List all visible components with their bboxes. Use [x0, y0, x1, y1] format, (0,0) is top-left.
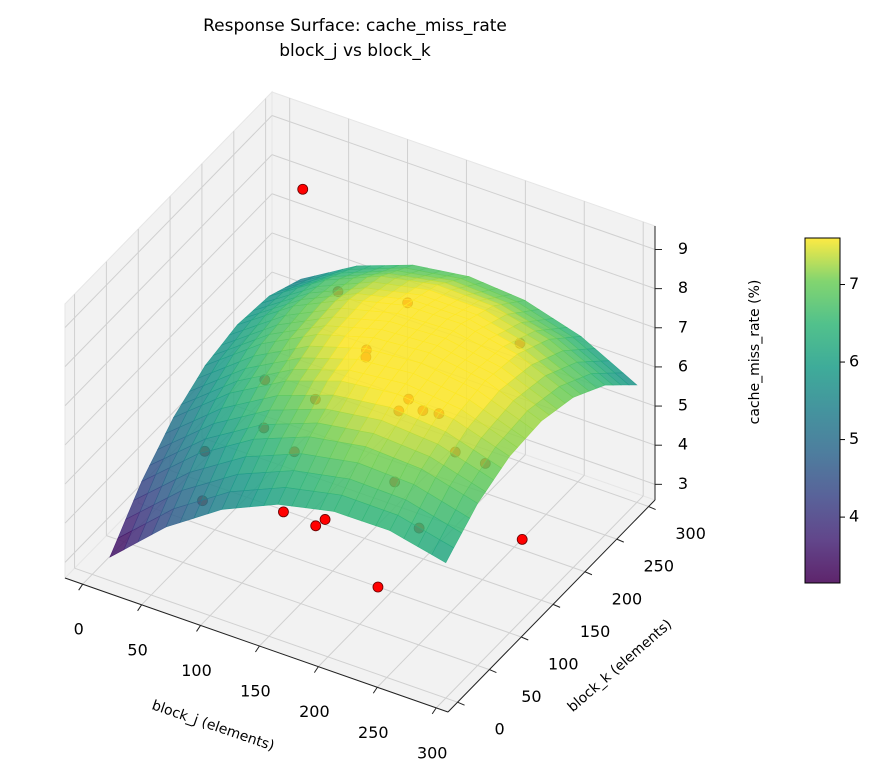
y-tick: [552, 603, 561, 608]
scatter-point: [319, 514, 331, 525]
z-tick-label: 7: [678, 317, 688, 336]
y-axis-line: [447, 499, 656, 713]
y-tick-label: 50: [521, 687, 541, 706]
grid-line: [64, 232, 273, 446]
x-tick: [196, 625, 201, 632]
colorbar-tick-label: 4: [849, 507, 859, 526]
x-tick-label: 100: [181, 661, 212, 680]
x-tick: [255, 645, 260, 653]
y-tick: [584, 571, 593, 576]
grid-line: [64, 271, 273, 485]
x-tick: [372, 686, 378, 694]
x-tick-label: 150: [240, 682, 271, 701]
grid-line: [318, 454, 526, 667]
scatter-point: [516, 533, 528, 545]
x-axis-line: [64, 577, 449, 713]
grid-line: [271, 154, 656, 290]
z-tick-label: 3: [678, 474, 688, 493]
z-tick-label: 9: [678, 239, 688, 258]
x-axis-label: block_j (elements): [150, 698, 277, 755]
x-tick-label: 300: [417, 743, 448, 762]
scatter-point: [297, 183, 309, 195]
y-tick-label: 150: [580, 622, 611, 641]
x-tick: [313, 666, 319, 673]
scatter-point: [278, 506, 289, 518]
y-tick: [616, 538, 624, 543]
x-tick: [78, 583, 84, 591]
grid-line: [64, 154, 273, 367]
x-tick-label: 0: [74, 620, 84, 639]
x-tick-label: 250: [358, 723, 389, 742]
z-tick-label: 5: [678, 396, 688, 415]
colorbar-tick-label: 7: [849, 274, 859, 293]
grid-line: [271, 115, 656, 250]
grid-line: [435, 495, 644, 709]
z-axis-label: cache_miss_rate (%): [747, 280, 763, 425]
z-tick-label: 8: [678, 278, 688, 297]
grid-line: [376, 474, 585, 688]
surface-patch: [431, 539, 455, 564]
y-tick: [489, 669, 497, 674]
scatter-point: [372, 581, 384, 593]
chart-subtitle: block_j vs block_k: [279, 41, 431, 61]
y-tick-label: 250: [644, 557, 675, 576]
grid-line: [64, 193, 273, 407]
colorbar-tick-label: 6: [849, 352, 859, 371]
z-tick-label: 6: [678, 356, 688, 375]
grid-line: [74, 567, 458, 703]
y-tick-label: 100: [548, 654, 579, 673]
scatter-point: [310, 520, 322, 532]
colorbar-tick-label: 5: [849, 429, 859, 448]
chart-title: Response Surface: cache_miss_rate: [203, 16, 507, 36]
x-tick-label: 200: [299, 702, 330, 721]
y-tick: [521, 636, 529, 641]
grid-line: [271, 193, 656, 329]
z-tick-label: 4: [678, 435, 688, 454]
x-tick: [137, 604, 143, 612]
x-tick-label: 50: [127, 640, 147, 659]
x-tick: [431, 707, 437, 715]
y-tick-label: 0: [494, 720, 504, 739]
grid-line: [64, 115, 273, 328]
grid-line: [138, 502, 522, 638]
y-tick-label: 300: [675, 524, 706, 543]
y-tick-label: 200: [612, 589, 643, 608]
y-tick: [457, 701, 465, 706]
grid-line: [106, 535, 490, 671]
y-tick: [648, 506, 656, 510]
colorbar: [804, 237, 841, 584]
